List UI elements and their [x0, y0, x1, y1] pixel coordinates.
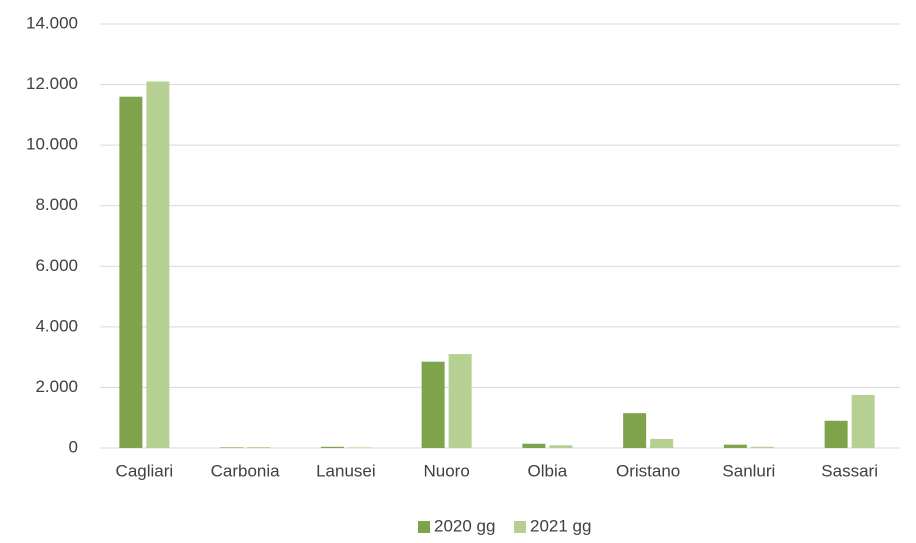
legend-swatch — [418, 521, 430, 533]
x-tick-label: Cagliari — [116, 461, 174, 480]
bar — [320, 446, 344, 448]
x-tick-label: Sanluri — [722, 461, 775, 480]
bar — [247, 447, 271, 448]
bar — [448, 354, 472, 448]
y-tick-label: 14.000 — [26, 13, 78, 32]
y-tick-label: 2.000 — [35, 377, 78, 396]
legend-swatch — [514, 521, 526, 533]
legend-label: 2020 gg — [434, 516, 495, 535]
y-tick-label: 0 — [69, 437, 78, 456]
x-tick-label: Carbonia — [211, 461, 281, 480]
x-tick-label: Nuoro — [423, 461, 469, 480]
x-tick-label: Sassari — [821, 461, 878, 480]
bar — [824, 420, 848, 448]
bar — [522, 443, 546, 448]
x-tick-label: Oristano — [616, 461, 680, 480]
y-tick-label: 8.000 — [35, 195, 78, 214]
bar — [220, 447, 244, 448]
y-tick-label: 12.000 — [26, 74, 78, 93]
bar — [750, 446, 774, 448]
bar — [650, 438, 674, 448]
y-tick-label: 4.000 — [35, 316, 78, 335]
x-tick-label: Lanusei — [316, 461, 376, 480]
bar — [549, 445, 573, 448]
bar — [851, 395, 875, 448]
bar — [623, 413, 647, 448]
x-tick-label: Olbia — [528, 461, 568, 480]
bar — [119, 96, 143, 448]
bar — [421, 361, 445, 448]
y-tick-label: 6.000 — [35, 256, 78, 275]
legend-label: 2021 gg — [530, 516, 591, 535]
bar — [347, 447, 371, 448]
y-tick-label: 10.000 — [26, 135, 78, 154]
bar — [146, 81, 170, 449]
bar — [723, 444, 747, 448]
